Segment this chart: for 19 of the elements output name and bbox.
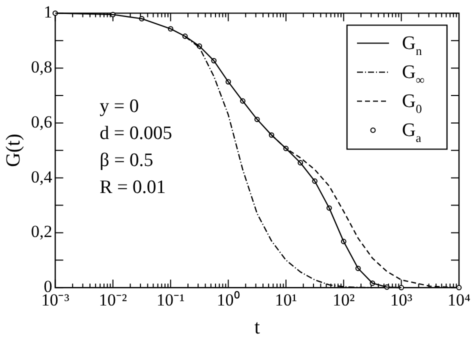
x-tick-label: 10⁰ bbox=[216, 290, 240, 310]
y-axis-title: G(t) bbox=[2, 134, 24, 168]
x-tick-label: 10⁴ bbox=[448, 290, 471, 310]
annotation: R = 0.01 bbox=[100, 176, 166, 198]
x-axis-title: t bbox=[254, 316, 260, 338]
y-tick-label: 0,4 bbox=[31, 167, 53, 186]
x-tick-label: 10⁻¹ bbox=[156, 290, 185, 310]
annotation: d = 0.005 bbox=[100, 122, 172, 144]
legend-label: G∞ bbox=[402, 62, 425, 87]
x-tick-label: 10¹ bbox=[274, 290, 298, 310]
x-tick-label: 10³ bbox=[390, 290, 412, 310]
annotation: y = 0 bbox=[100, 96, 139, 117]
x-tick-label: 10² bbox=[332, 290, 355, 310]
annotation: β = 0.5 bbox=[100, 150, 154, 171]
y-tick-label: 1 bbox=[44, 2, 52, 22]
y-tick-label: 0,6 bbox=[31, 112, 52, 132]
y-tick-label: 0,2 bbox=[31, 222, 52, 242]
x-tick-label: 10⁻² bbox=[98, 290, 127, 310]
y-tick-label: 0,8 bbox=[31, 58, 52, 77]
